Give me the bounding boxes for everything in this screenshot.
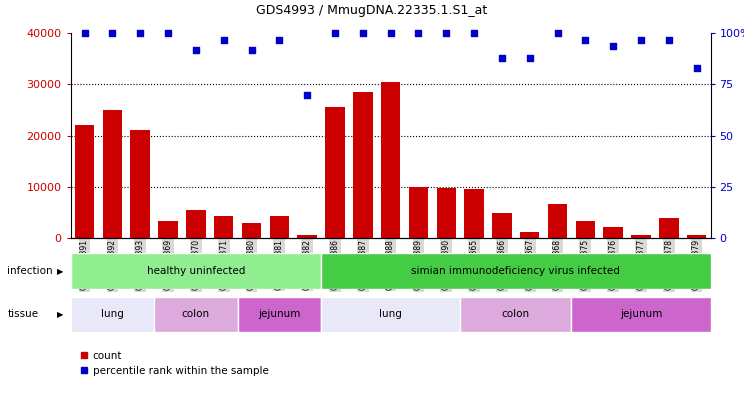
Point: [329, 30, 341, 37]
Bar: [269, 216, 289, 238]
Point: [635, 37, 647, 43]
Bar: [687, 235, 706, 238]
Text: jejunum: jejunum: [258, 309, 301, 320]
Point: [162, 30, 174, 37]
Bar: [158, 221, 178, 238]
Text: jejunum: jejunum: [620, 309, 662, 320]
Point: [663, 37, 675, 43]
Bar: [631, 235, 651, 238]
Point: [412, 30, 424, 37]
Bar: [659, 219, 679, 238]
Point: [106, 30, 118, 37]
Bar: [571, 297, 711, 332]
Point: [496, 55, 508, 61]
Point: [301, 92, 313, 98]
Point: [690, 65, 702, 71]
Text: colon: colon: [182, 309, 210, 320]
Point: [246, 47, 257, 53]
Point: [385, 30, 397, 37]
Text: healthy uninfected: healthy uninfected: [147, 266, 245, 276]
Bar: [154, 297, 237, 332]
Text: ▶: ▶: [57, 310, 64, 319]
Bar: [103, 110, 122, 238]
Text: infection: infection: [7, 266, 53, 276]
Bar: [71, 297, 154, 332]
Bar: [408, 187, 428, 238]
Bar: [603, 226, 623, 238]
Point: [79, 30, 91, 37]
Bar: [214, 216, 234, 238]
Bar: [492, 213, 512, 238]
Point: [357, 30, 369, 37]
Bar: [464, 189, 484, 238]
Point: [218, 37, 230, 43]
Point: [440, 30, 452, 37]
Text: GDS4993 / MmugDNA.22335.1.S1_at: GDS4993 / MmugDNA.22335.1.S1_at: [257, 4, 487, 17]
Point: [607, 42, 619, 49]
Bar: [130, 130, 150, 238]
Bar: [186, 209, 205, 238]
Bar: [325, 107, 344, 238]
Point: [134, 30, 146, 37]
Bar: [242, 224, 261, 238]
Bar: [381, 82, 400, 238]
Text: lung: lung: [101, 309, 124, 320]
Bar: [321, 253, 711, 289]
Bar: [576, 221, 595, 238]
Point: [190, 47, 202, 53]
Text: lung: lung: [379, 309, 402, 320]
Bar: [437, 188, 456, 238]
Bar: [460, 297, 571, 332]
Bar: [298, 235, 317, 238]
Bar: [71, 253, 321, 289]
Text: colon: colon: [501, 309, 530, 320]
Bar: [237, 297, 321, 332]
Bar: [520, 231, 539, 238]
Bar: [75, 125, 94, 238]
Point: [551, 30, 563, 37]
Bar: [353, 92, 373, 238]
Bar: [321, 297, 460, 332]
Text: tissue: tissue: [7, 309, 39, 320]
Legend: count, percentile rank within the sample: count, percentile rank within the sample: [76, 346, 272, 380]
Point: [580, 37, 591, 43]
Text: simian immunodeficiency virus infected: simian immunodeficiency virus infected: [411, 266, 620, 276]
Point: [524, 55, 536, 61]
Text: ▶: ▶: [57, 267, 64, 275]
Bar: [548, 204, 567, 238]
Point: [273, 37, 285, 43]
Point: [468, 30, 480, 37]
